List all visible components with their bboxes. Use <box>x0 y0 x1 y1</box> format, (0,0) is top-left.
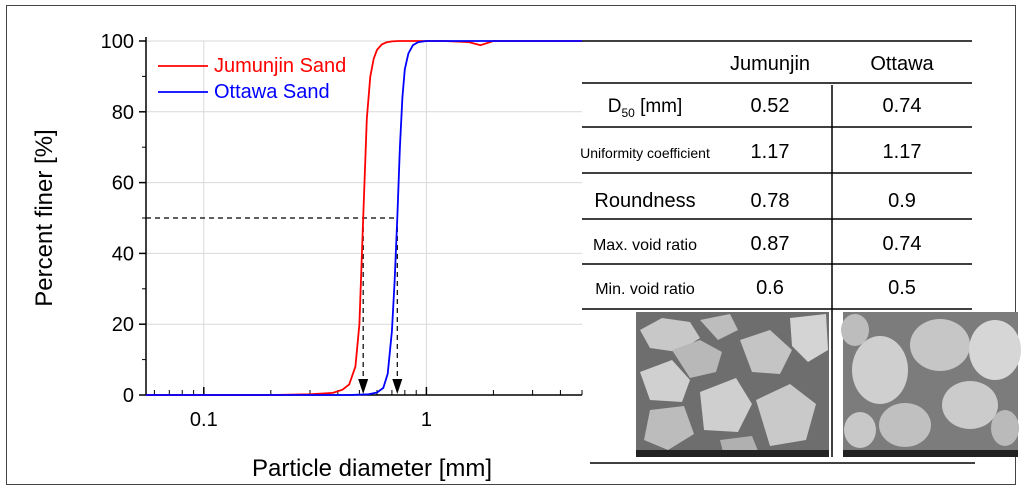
table-header-ottawa: Ottawa <box>870 53 934 75</box>
table-row-label: Roundness <box>594 190 695 212</box>
plot-area: 0 20 40 60 80 100 0.1 1 Particle diameter [mm] Pe… <box>31 31 583 482</box>
micrograph-jumunjin <box>636 312 829 457</box>
d50-arrow <box>392 379 403 394</box>
micrograph-ottawa <box>841 312 1021 457</box>
table-cell-jumunjin: 0.78 <box>751 190 790 212</box>
table-cell-ottawa: 0.9 <box>888 190 916 212</box>
legend-label: Jumunjin Sand <box>214 55 346 77</box>
table-cell-ottawa: 0.5 <box>888 277 916 299</box>
d50-arrow <box>358 379 369 394</box>
table-row-label: Uniformity coefficient <box>580 145 710 161</box>
table-header-jumunjin: Jumunjin <box>730 53 810 75</box>
y-tick-label: 80 <box>112 102 134 124</box>
table-cell-jumunjin: 0.6 <box>756 277 784 299</box>
table-cell-jumunjin: 1.17 <box>751 141 790 163</box>
series-line-jumunjin-sand <box>146 40 582 396</box>
table-cell-jumunjin: 0.52 <box>751 95 790 117</box>
y-tick-label: 100 <box>101 31 134 53</box>
table-row-label: Min. void ratio <box>595 281 695 298</box>
y-tick-label: 20 <box>112 314 134 336</box>
table-cell-ottawa: 1.17 <box>883 141 922 163</box>
x-tick-label: 0.1 <box>190 409 218 431</box>
legend-label: Ottawa Sand <box>214 81 330 103</box>
x-axis-title: Particle diameter [mm] <box>252 455 492 482</box>
figure-frame <box>6 5 1016 485</box>
table-cell-jumunjin: 0.87 <box>751 233 790 255</box>
x-tick-label: 1 <box>421 409 432 431</box>
table-cell-ottawa: 0.74 <box>883 233 922 255</box>
table-row-label: D50 [mm] <box>608 96 683 120</box>
y-tick-label: 0 <box>123 385 134 407</box>
property-table: Jumunjin Ottawa D50 [mm] 0.52 0.74 Uniformity… <box>580 40 975 464</box>
y-tick-label: 40 <box>112 243 134 265</box>
series-line-ottawa-sand <box>146 40 582 396</box>
table-cell-ottawa: 0.74 <box>883 95 922 117</box>
y-tick-label: 60 <box>112 173 134 195</box>
y-axis-title: Percent finer [%] <box>31 129 58 306</box>
table-row-label: Max. void ratio <box>593 237 697 254</box>
